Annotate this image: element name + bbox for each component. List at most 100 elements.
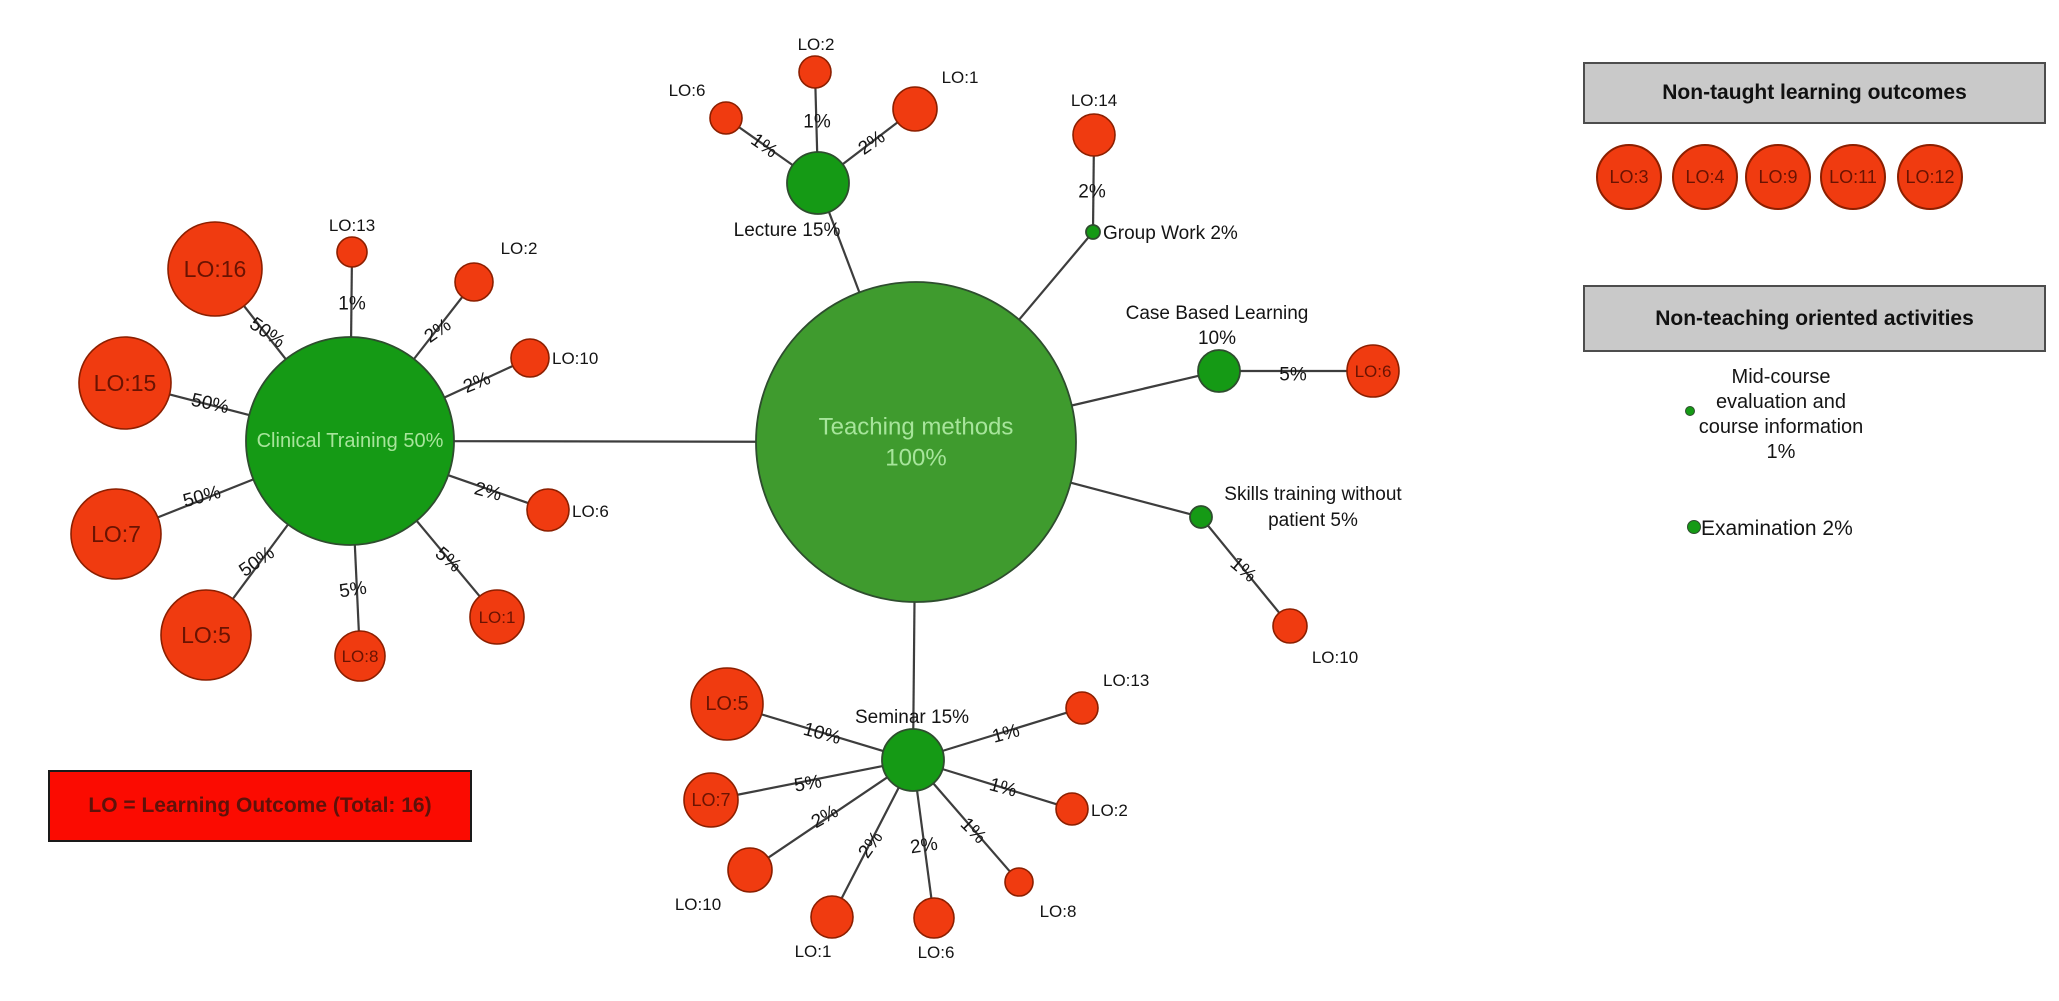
edge-clinical-c-lo13 — [350, 266, 353, 338]
edge-label-lecture-l-lo2: 1% — [803, 112, 831, 133]
legend-non-teaching-title: Non-teaching oriented activities — [1655, 306, 1974, 330]
node-seminar — [881, 728, 945, 792]
legend-non-teaching-header: Non-teaching oriented activities — [1583, 285, 2046, 352]
node-label-s-lo10: LO:10 — [1312, 648, 1358, 667]
node-se-lo7 — [683, 772, 739, 828]
node-label-c-lo6: LO:6 — [572, 502, 609, 521]
edge-clinical-c-lo7 — [157, 478, 254, 519]
node-cbl — [1197, 349, 1241, 393]
node-label-c-lo13: LO:13 — [329, 216, 375, 235]
node-label-l-lo2: LO:2 — [798, 35, 835, 54]
edge-clinical-c-lo16 — [243, 305, 287, 360]
node-label-c-lo5: LO:5 — [181, 622, 231, 648]
node-c-lo6 — [526, 488, 570, 532]
legend-circle-lo3-label: LO:3 — [1609, 166, 1649, 187]
node-c-lo8 — [334, 630, 386, 682]
edge-label-seminar-se-lo1: 2% — [855, 828, 888, 863]
node-label-c-lo15: LO:15 — [94, 370, 157, 396]
legend-non-taught-title: Non-taught learning outcomes — [1662, 81, 1967, 104]
node-label-cbl: Case Based Learning 10% — [1126, 303, 1309, 349]
node-se-lo2 — [1055, 792, 1089, 826]
node-label-se-lo5: LO:5 — [705, 693, 748, 715]
legend-circle-lo9-label: LO:9 — [1758, 166, 1798, 187]
edge-seminar-se-lo6 — [915, 790, 933, 899]
node-se-lo10 — [727, 847, 773, 893]
node-teaching — [755, 281, 1077, 603]
edge-clinical-teaching — [453, 440, 757, 443]
edge-label-clinical-c-lo16: 50% — [245, 313, 288, 352]
node-label-c-lo10: LO:10 — [552, 349, 598, 368]
examination-dot-icon — [1687, 520, 1701, 534]
node-c-lo1 — [469, 589, 525, 645]
node-label-l-lo1: LO:1 — [942, 68, 979, 87]
midcourse-line-2: evaluation and — [1715, 391, 1847, 413]
edge-teaching-seminar — [912, 601, 916, 730]
edge-seminar-se-lo1 — [840, 787, 900, 899]
node-l-lo6 — [709, 101, 743, 135]
node-clinical — [245, 336, 455, 546]
examination-label: Examination 2% — [1701, 517, 1853, 540]
node-label-se-lo6: LO:6 — [918, 943, 955, 962]
node-c-lo13 — [336, 236, 368, 268]
node-g-lo14 — [1072, 113, 1116, 157]
node-skills — [1189, 505, 1213, 529]
node-c-lo7 — [70, 488, 162, 580]
edge-seminar-se-lo10 — [767, 776, 888, 859]
node-label-se-lo2: LO:2 — [1091, 801, 1128, 820]
node-label-se-lo13: LO:13 — [1103, 671, 1149, 690]
midcourse-line-4: 1% — [1766, 441, 1796, 463]
node-se-lo1 — [810, 895, 854, 939]
edge-label-lecture-l-lo6: 1% — [747, 130, 782, 163]
edge-lecture-l-lo6 — [738, 126, 794, 167]
node-label-lecture: Lecture 15% — [734, 220, 841, 241]
midcourse-line-1: Mid-course — [1731, 366, 1831, 388]
legend-circle-lo4: LO:4 — [1672, 144, 1738, 210]
edge-label-clinical-c-lo10: 2% — [460, 368, 493, 398]
edge-seminar-se-lo8 — [932, 782, 1011, 873]
edge-clinical-c-lo15 — [169, 393, 250, 417]
node-label-c-lo8: LO:8 — [342, 647, 379, 666]
edge-skills-s-lo10 — [1207, 524, 1281, 614]
node-c-lo15 — [78, 336, 172, 430]
edge-lecture-l-lo2 — [814, 87, 819, 153]
node-label-c-lo16: LO:16 — [184, 256, 247, 282]
edge-label-clinical-c-lo7: 50% — [181, 482, 223, 512]
node-c-lo5 — [160, 589, 252, 681]
legend-circle-lo4-label: LO:4 — [1685, 166, 1725, 187]
legend-circle-lo9: LO:9 — [1745, 144, 1811, 210]
legend-non-taught-header: Non-taught learning outcomes — [1583, 62, 2046, 124]
legend-circle-lo12: LO:12 — [1897, 144, 1963, 210]
edge-label-seminar-se-lo13: 1% — [990, 720, 1022, 747]
node-label-se-lo8: LO:8 — [1040, 902, 1077, 921]
edge-label-seminar-se-lo7: 5% — [793, 771, 824, 796]
node-c-lo2 — [454, 262, 494, 302]
node-label-cb-lo6: LO:6 — [1355, 362, 1392, 381]
legend-circle-lo11: LO:11 — [1820, 144, 1886, 210]
legend-circle-lo3: LO:3 — [1596, 144, 1662, 210]
edge-lecture-l-lo1 — [841, 121, 899, 166]
node-c-lo10 — [510, 338, 550, 378]
edge-label-clinical-c-lo8: 5% — [338, 578, 368, 603]
node-se-lo13 — [1065, 691, 1099, 725]
edge-groupwork-g-lo14 — [1091, 155, 1095, 226]
node-label-c-lo7: LO:7 — [91, 521, 141, 547]
node-label-skills: Skills training without patient 5% — [1224, 484, 1402, 531]
node-s-lo10 — [1272, 608, 1308, 644]
edge-label-clinical-c-lo15: 50% — [189, 390, 231, 418]
edge-clinical-c-lo8 — [353, 544, 360, 632]
edge-clinical-c-lo5 — [231, 523, 289, 600]
edge-seminar-se-lo5 — [761, 713, 884, 753]
edge-teaching-groupwork — [1018, 236, 1090, 321]
node-label-c-lo2: LO:2 — [501, 239, 538, 258]
footnote-text: LO = Learning Outcome (Total: 16) — [88, 794, 432, 817]
node-se-lo6 — [913, 897, 955, 939]
edge-clinical-c-lo2 — [413, 296, 464, 360]
edge-label-seminar-se-lo2: 1% — [987, 774, 1019, 801]
node-label-se-lo7: LO:7 — [691, 790, 730, 810]
node-label-g-lo14: LO:14 — [1071, 91, 1117, 110]
midcourse-dot-icon — [1685, 406, 1695, 416]
node-cb-lo6 — [1346, 344, 1400, 398]
node-groupwork — [1085, 224, 1101, 240]
node-lecture — [786, 151, 850, 215]
